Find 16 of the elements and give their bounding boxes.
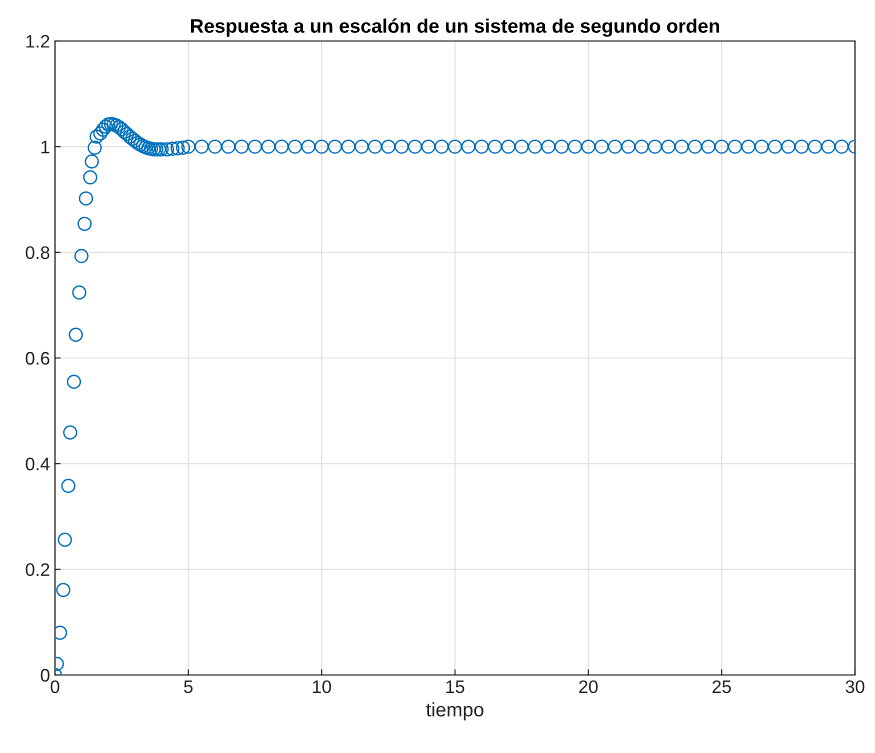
y-tick-label: 0.2 (26, 563, 50, 576)
x-tick-label: 25 (712, 680, 731, 694)
x-tick-label: 0 (50, 680, 60, 694)
y-tick-label: 1.2 (26, 34, 50, 48)
x-tick-label: 5 (184, 680, 193, 694)
y-tick-label: 0 (40, 668, 50, 682)
x-tick-label: 30 (846, 680, 864, 694)
chart-title: Respuesta a un escalón de un sistema de segundo orden (191, 18, 720, 37)
y-tick-label: 0.6 (26, 352, 50, 365)
x-tick-label: 10 (313, 680, 332, 694)
x-tick-label: 15 (446, 680, 464, 694)
x-axis-title: tiempo (426, 702, 484, 720)
y-tick-label: 0.4 (26, 458, 50, 470)
y-tick-label: 1 (41, 140, 50, 154)
x-tick-label: 20 (579, 680, 598, 694)
y-tick-label: 0.8 (26, 246, 50, 260)
